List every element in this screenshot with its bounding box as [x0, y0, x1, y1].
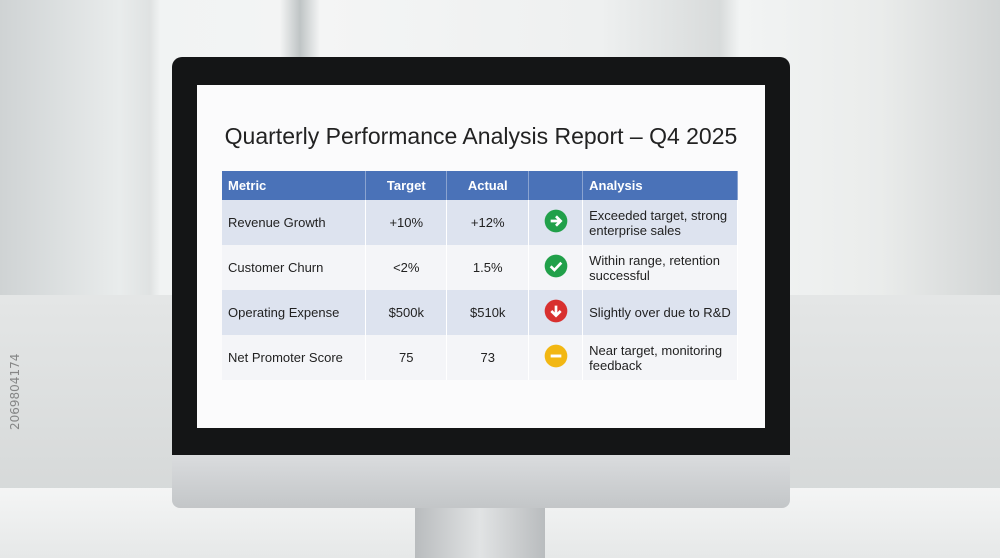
table-cell: Customer Churn	[222, 245, 367, 290]
column-header: Actual	[446, 171, 530, 200]
report-table: Metric Target Actual Analysis Revenue Growt…	[222, 171, 738, 380]
table-cell: 75	[365, 335, 448, 380]
table-row: Customer Churn <2% 1.5% Within range, reten…	[222, 245, 738, 290]
column-header: Target	[365, 171, 448, 200]
status-icon	[544, 299, 567, 323]
table-cell: Net Promoter Score	[222, 335, 367, 380]
status-icon	[544, 344, 567, 368]
watermark-id: 2069804174	[8, 353, 22, 430]
table-cell: +12%	[446, 200, 530, 245]
table-cell: +10%	[365, 200, 448, 245]
table-cell: $510k	[446, 290, 530, 335]
status-icon-cell	[528, 290, 584, 335]
table-cell: Within range, retention successful	[582, 245, 738, 290]
status-icon-cell	[528, 200, 584, 245]
status-header	[528, 171, 584, 200]
screen: Quarterly Performance Analysis Report – …	[197, 85, 765, 428]
table-cell: Near target, monitoring feedback	[582, 335, 738, 380]
table-row: Operating Expense $500k $510k Slightly over…	[222, 290, 738, 335]
monitor-chin	[172, 455, 790, 508]
status-icon-cell	[528, 245, 584, 290]
table-cell: <2%	[365, 245, 448, 290]
column-header: Metric	[222, 171, 367, 200]
monitor-stand	[415, 505, 545, 558]
table-cell: Operating Expense	[222, 290, 367, 335]
table-cell: 1.5%	[446, 245, 530, 290]
report-title: Quarterly Performance Analysis Report – …	[224, 123, 738, 149]
table-cell: Revenue Growth	[222, 200, 367, 245]
status-icon	[544, 209, 567, 233]
status-icon	[544, 254, 567, 278]
column-header: Analysis	[582, 171, 738, 200]
table-row: Revenue Growth +10% +12% Exceeded target, s…	[222, 200, 738, 245]
table-cell: Slightly over due to R&D	[582, 290, 738, 335]
table-row: Net Promoter Score 75 73 Near target, monit…	[222, 335, 738, 380]
table-cell: $500k	[365, 290, 448, 335]
table-cell: 73	[446, 335, 530, 380]
table-cell: Exceeded target, strong enterprise sales	[582, 200, 738, 245]
header-row: Metric Target Actual Analysis	[222, 171, 738, 200]
table-body: Revenue Growth +10% +12% Exceeded target, s…	[222, 200, 738, 380]
status-icon-cell	[528, 335, 584, 380]
